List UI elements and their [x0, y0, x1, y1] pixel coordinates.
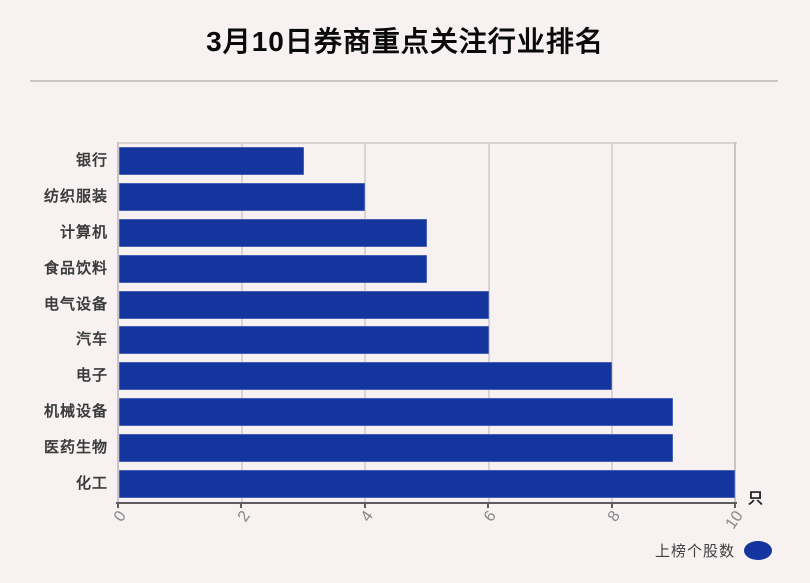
bar-row [119, 143, 735, 179]
x-axis-line [116, 502, 737, 504]
x-tick-label: 10 [722, 508, 747, 533]
category-label: 医药生物 [43, 439, 108, 457]
gridline [610, 143, 613, 502]
bar-rows [119, 143, 735, 502]
bar-row [119, 430, 735, 466]
x-tick-mark [117, 504, 119, 508]
bar-row [119, 215, 735, 251]
category-label: 计算机 [59, 223, 108, 241]
category-label: 纺织服装 [43, 187, 108, 205]
bar-row [119, 287, 735, 323]
bar [119, 146, 304, 175]
x-tick-mark [734, 504, 736, 508]
category-label: 银行 [75, 152, 108, 169]
x-tick-label: 4 [357, 508, 377, 526]
title-divider [30, 80, 778, 82]
x-tick-mark [240, 504, 243, 508]
bar [119, 218, 427, 247]
legend-label: 上榜个股数 [654, 543, 735, 560]
plot-border-right [734, 142, 736, 504]
bar-row [119, 251, 735, 287]
gridline [364, 143, 367, 502]
gridlines [119, 143, 735, 502]
x-tick-label: 0 [110, 508, 130, 526]
gridline [487, 143, 490, 502]
bar [119, 398, 674, 427]
bar-row [119, 322, 735, 358]
x-tick-label: 2 [234, 508, 254, 526]
bar [119, 254, 427, 283]
chart-title: 3月10日券商重点关注行业排名 [206, 26, 604, 57]
x-tick-label: 8 [604, 508, 624, 526]
bar [119, 326, 489, 355]
bar [119, 290, 489, 319]
legend-marker-ellipse [744, 541, 772, 560]
plot-border-top [117, 142, 737, 144]
bar [119, 434, 674, 463]
bar-row [119, 179, 735, 215]
category-label: 汽车 [75, 331, 108, 349]
x-tick-mark [487, 504, 490, 508]
category-label: 机械设备 [43, 403, 108, 421]
bar [119, 469, 735, 498]
y-axis-line [117, 142, 119, 504]
bar [119, 362, 612, 391]
gridline [241, 143, 244, 502]
category-label: 电气设备 [43, 295, 108, 313]
x-tick-mark [610, 504, 613, 508]
bar-row [119, 466, 735, 502]
category-label: 电子 [75, 367, 108, 385]
bar [119, 182, 366, 211]
bar-row [119, 394, 735, 430]
x-tick-mark [363, 504, 366, 508]
bar-row [119, 358, 735, 394]
category-labels: 银行纺织服装计算机食品饮料电气设备汽车电子机械设备医药生物化工 [0, 143, 108, 502]
legend: 上榜个股数 [655, 540, 772, 561]
category-label: 化工 [75, 475, 108, 493]
plot-area [119, 143, 735, 502]
category-label: 食品饮料 [43, 259, 108, 277]
x-tick-label: 6 [481, 508, 501, 526]
x-axis-unit: 只 [748, 490, 764, 507]
